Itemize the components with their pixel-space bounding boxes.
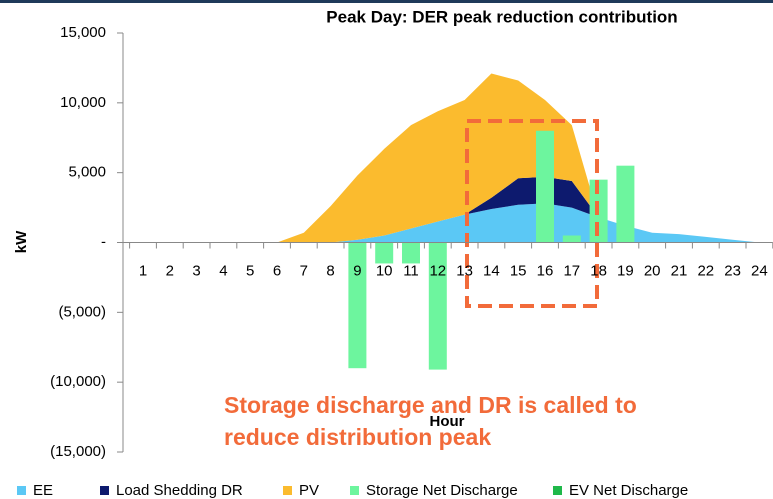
- legend-label: EV Net Discharge: [569, 482, 688, 499]
- area: [143, 73, 760, 243]
- legend-label: EE: [33, 482, 53, 499]
- highlight-box: [465, 119, 599, 308]
- x-tick-label: 1: [139, 262, 147, 279]
- x-tick-label: 24: [751, 262, 768, 279]
- bar: [348, 242, 367, 369]
- x-tick-label: 18: [590, 262, 607, 279]
- y-axis-title: kW: [13, 230, 30, 253]
- y-tick-label: 10,000: [60, 94, 106, 111]
- x-tick-label: 10: [376, 262, 393, 279]
- x-tick-label: 7: [300, 262, 308, 279]
- x-tick-label: 17: [563, 262, 580, 279]
- x-tick-label: 16: [537, 262, 554, 279]
- x-tick-label: 22: [697, 262, 714, 279]
- legend-swatch: [553, 486, 562, 495]
- bar: [375, 242, 394, 264]
- y-tick-label: (15,000): [50, 443, 106, 460]
- x-tick-label: 21: [671, 262, 688, 279]
- legend-label: Storage Net Discharge: [366, 482, 518, 499]
- bar: [402, 242, 420, 264]
- legend-swatch: [350, 486, 359, 495]
- x-tick-label: 5: [246, 262, 254, 279]
- x-tick-label: 19: [617, 262, 634, 279]
- legend-swatch: [17, 486, 26, 495]
- y-tick-label: 5,000: [68, 164, 106, 181]
- x-tick-label: 3: [192, 262, 200, 279]
- x-tick-label: 12: [429, 262, 446, 279]
- x-tick-label: 23: [724, 262, 741, 279]
- annotation: Storage discharge and DR is called to: [224, 392, 637, 418]
- x-tick-label: 6: [273, 262, 281, 279]
- x-tick-label: 13: [456, 262, 473, 279]
- legend-label: Load Shedding DR: [116, 482, 243, 499]
- y-tick-label: 15,000: [60, 24, 106, 41]
- bar: [616, 165, 635, 243]
- x-tick-label: 11: [403, 262, 419, 279]
- x-tick-label: 9: [353, 262, 361, 279]
- x-tick-label: 4: [219, 262, 227, 279]
- bar: [536, 130, 554, 243]
- legend-label: PV: [299, 482, 319, 499]
- x-tick-label: 2: [166, 262, 174, 279]
- x-axis-title: Hour: [430, 413, 465, 430]
- x-tick-label: 8: [326, 262, 334, 279]
- y-tick-label: -: [101, 233, 106, 250]
- x-tick-label: 14: [483, 262, 500, 279]
- x-tick-label: 20: [644, 262, 661, 279]
- plot: [143, 73, 760, 370]
- annotation: reduce distribution peak: [224, 424, 491, 450]
- chart-title: Peak Day: DER peak reduction contributio…: [326, 7, 677, 26]
- y-tick-label: (5,000): [58, 303, 106, 320]
- legend-swatch: [100, 486, 109, 495]
- top-border: [0, 0, 773, 3]
- y-tick-label: (10,000): [50, 373, 106, 390]
- x-tick-label: 15: [510, 262, 527, 279]
- bar: [428, 242, 447, 370]
- legend-swatch: [283, 486, 292, 495]
- bar: [562, 235, 581, 243]
